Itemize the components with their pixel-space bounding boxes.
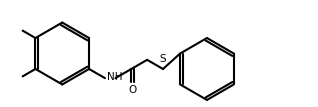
Text: NH: NH xyxy=(107,72,122,82)
Text: S: S xyxy=(160,54,166,64)
Text: O: O xyxy=(128,85,137,95)
